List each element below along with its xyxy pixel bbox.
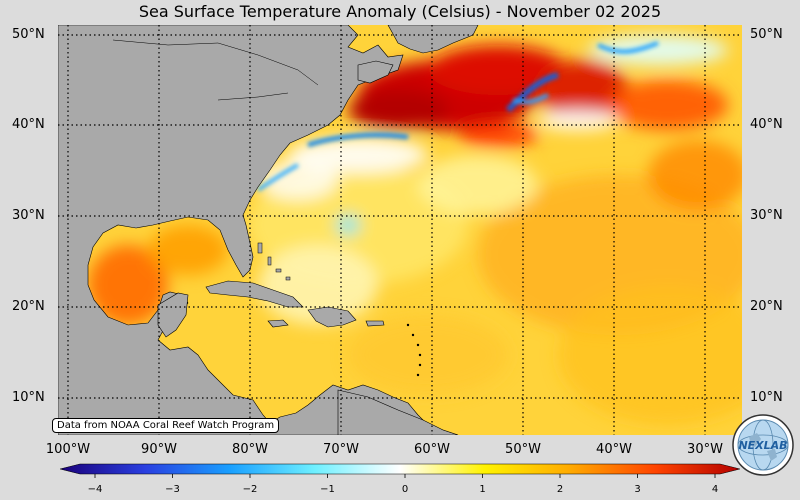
lat-label-left: 30°N — [12, 208, 45, 223]
lon-label: 80°W — [232, 442, 268, 457]
land-lesser-antilles — [406, 323, 422, 377]
lat-label-left: 40°N — [12, 117, 45, 132]
lat-label-right: 30°N — [750, 208, 783, 223]
lat-label-right: 50°N — [750, 27, 783, 42]
colorbar-tick: 4 — [711, 484, 719, 495]
colorbar-tick: 2 — [556, 484, 564, 495]
nexlab-logo-icon: NEXLAB — [732, 414, 794, 476]
colorbar-tick: −3 — [165, 484, 180, 495]
land-puerto-rico — [365, 320, 385, 327]
graticule — [58, 25, 742, 435]
land-south-america — [337, 389, 459, 435]
land-bahamas — [257, 242, 291, 281]
anomaly-patches — [88, 35, 742, 425]
land-jamaica — [267, 319, 289, 328]
cold-streaks — [107, 41, 659, 368]
lat-label-right: 20°N — [750, 299, 783, 314]
colorbar-tick: 0 — [401, 484, 409, 495]
logo-text: NEXLAB — [738, 439, 787, 452]
lon-label: 70°W — [323, 442, 359, 457]
map-canvas — [58, 25, 742, 435]
colorbar-tick: −2 — [242, 484, 258, 495]
lon-label: 90°W — [141, 442, 177, 457]
colorbar-tick: 1 — [479, 484, 486, 495]
data-credit: Data from NOAA Coral Reef Watch Program — [52, 418, 280, 433]
colorbar-tick: −4 — [87, 484, 103, 495]
lon-label: 40°W — [596, 442, 632, 457]
lon-label: 30°W — [687, 442, 723, 457]
lat-label-left: 20°N — [12, 299, 45, 314]
lat-label-left: 50°N — [12, 27, 45, 42]
sst-anomaly-map — [58, 25, 742, 435]
lon-label: 60°W — [414, 442, 450, 457]
lat-label-right: 10°N — [750, 390, 783, 405]
colorbar — [60, 463, 740, 478]
land-hispaniola — [307, 306, 357, 328]
land-newfoundland — [387, 25, 479, 54]
lon-label: 100°W — [45, 442, 91, 457]
colorbar-tick: −1 — [320, 484, 335, 495]
land-north-america — [58, 25, 459, 435]
land-nova-scotia — [357, 60, 394, 84]
map-title: Sea Surface Temperature Anomaly (Celsius… — [138, 2, 662, 21]
lon-label: 50°W — [505, 442, 541, 457]
land-cuba — [205, 280, 304, 308]
colorbar-tick: 3 — [634, 484, 641, 495]
lat-label-right: 40°N — [750, 117, 783, 132]
lat-label-left: 10°N — [12, 390, 45, 405]
